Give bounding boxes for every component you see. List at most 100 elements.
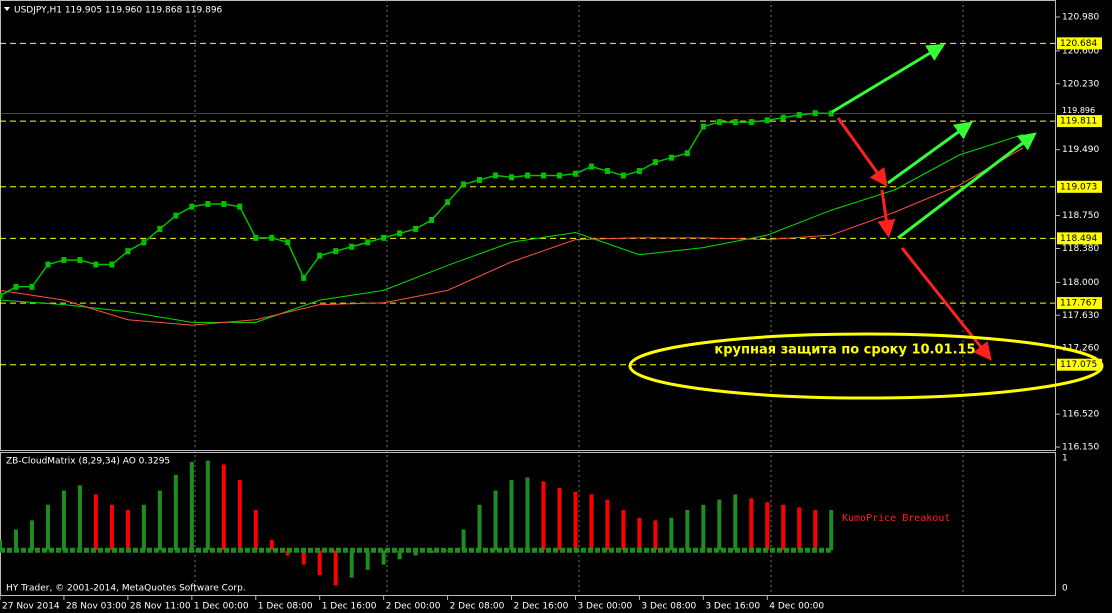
x-tick-label: 3 Dec 08:00: [641, 602, 696, 612]
candle: [509, 174, 515, 181]
histogram-bar: [829, 510, 834, 551]
histogram-bar: [653, 520, 658, 551]
histogram-bar: [621, 510, 626, 551]
histogram-bar: [797, 507, 802, 551]
candle: [29, 283, 35, 290]
level-label: 118.494: [1060, 234, 1097, 244]
histogram-bar: [701, 504, 706, 551]
histogram-bar: [365, 550, 370, 570]
candle: [429, 217, 435, 224]
histogram-bar: [45, 504, 50, 551]
histogram-bar: [253, 510, 258, 551]
indicator-title: ZB-CloudMatrix (8,29,34) AO 0.3295: [6, 457, 170, 467]
candle: [221, 200, 227, 207]
x-tick-label: 28 Nov 11:00: [130, 602, 191, 612]
level-label: 120.684: [1060, 39, 1097, 49]
histogram-bar: [525, 477, 530, 551]
histogram-bar: [125, 510, 130, 551]
histogram-bar: [109, 504, 114, 551]
histogram-bar: [77, 485, 82, 551]
histogram-bar: [93, 494, 98, 551]
histogram-bar: [573, 491, 578, 551]
x-tick-label: 2 Dec 16:00: [514, 602, 569, 612]
series-line: [0, 147, 1024, 326]
histogram-bar: [461, 529, 466, 551]
histogram-bar: [349, 550, 354, 578]
candle: [620, 172, 626, 179]
candle: [700, 123, 706, 130]
candle: [397, 230, 403, 237]
candle: [748, 119, 754, 126]
level-label-bg: [1057, 297, 1102, 310]
candle: [237, 203, 243, 210]
candle: [269, 234, 275, 241]
x-tick-label: 1 Dec 16:00: [322, 602, 377, 612]
y-tick-label: 117.260: [1062, 344, 1099, 354]
arrows: [831, 43, 1037, 361]
grid: [194, 0, 964, 595]
frame: [0, 0, 1056, 596]
y-tick-label: 120.980: [1062, 13, 1099, 23]
histogram-bar: [13, 529, 18, 551]
indicator-label: KumoPrice Breakout: [842, 513, 950, 524]
candle: [13, 283, 19, 290]
candle: [173, 212, 179, 219]
candle: [828, 110, 834, 117]
candle: [157, 225, 163, 232]
histogram-bar: [61, 490, 66, 551]
candle: [461, 181, 467, 188]
current-price-label: 119.896: [1062, 106, 1095, 115]
histogram-bar: [813, 510, 818, 551]
candle: [572, 170, 578, 177]
candle: [109, 261, 115, 268]
histogram-bar: [733, 494, 738, 551]
candle: [445, 199, 451, 206]
histogram-bar: [717, 499, 722, 551]
x-tick-label: 1 Dec 08:00: [258, 602, 313, 612]
y-tick-label: 0: [1062, 584, 1068, 594]
symbol-header: USDJPY,H1 119.905 119.960 119.868 119.89…: [14, 6, 223, 16]
candle: [141, 239, 147, 246]
histogram-bar: [173, 474, 178, 551]
y-tick-label: 118.750: [1062, 211, 1099, 221]
candle: [732, 119, 738, 126]
histogram-bar: [637, 517, 642, 551]
histogram-bar: [477, 504, 482, 551]
histogram-bar: [749, 498, 754, 551]
histogram-bar: [765, 502, 770, 551]
histogram-bar: [317, 550, 322, 575]
candle: [636, 168, 642, 175]
candle: [317, 252, 323, 259]
arrow-up: [887, 121, 973, 185]
y-tick-label: 118.380: [1062, 244, 1099, 254]
candle: [764, 117, 770, 124]
level-label: 119.811: [1060, 117, 1097, 127]
histogram-bar: [557, 487, 562, 551]
candle: [477, 176, 483, 183]
x-tick-label: 28 Nov 03:00: [66, 602, 127, 612]
x-tick-label: 27 Nov 2014: [2, 602, 60, 612]
histogram-bar: [141, 504, 146, 551]
histogram-bar: [381, 550, 386, 565]
x-tick-label: 4 Dec 00:00: [769, 602, 824, 612]
annotation: крупная защита по сроку 10.01.15: [714, 343, 975, 358]
level-label: 117.075: [1060, 360, 1097, 370]
candle: [413, 225, 419, 232]
histogram-bar: [397, 550, 402, 560]
histogram-bar: [541, 481, 546, 551]
level-label-bg: [1057, 180, 1102, 193]
candle: [77, 257, 83, 264]
histogram-bar: [589, 494, 594, 551]
x-tick-label: 2 Dec 00:00: [386, 602, 441, 612]
level-label-bg: [1057, 115, 1102, 128]
candle: [125, 248, 131, 255]
histogram-bar: [509, 480, 514, 551]
candle: [716, 119, 722, 126]
candle: [301, 274, 307, 281]
candle: [556, 172, 562, 179]
candle: [588, 163, 594, 170]
level-label-bg: [1057, 358, 1102, 371]
candle: [381, 234, 387, 241]
candle: [349, 243, 355, 250]
histogram-bar: [493, 490, 498, 551]
